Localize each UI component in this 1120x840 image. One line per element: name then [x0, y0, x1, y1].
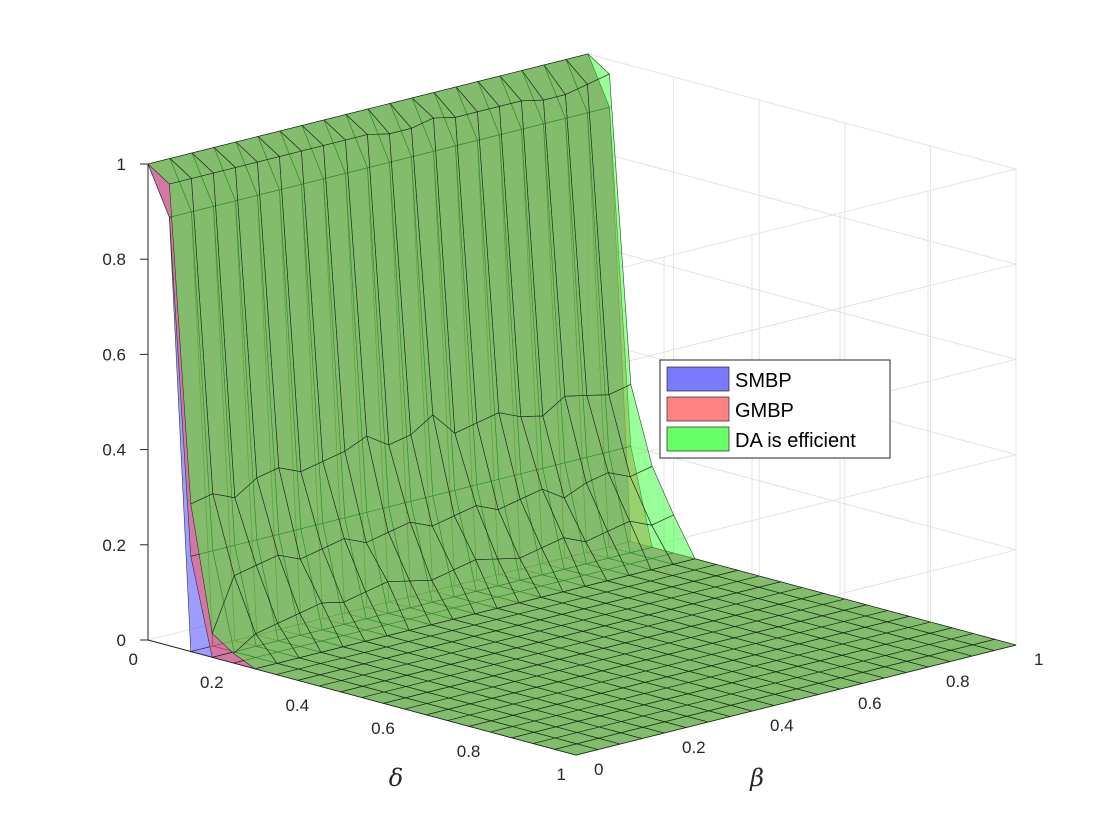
- legend-swatch-da-efficient: [666, 426, 730, 452]
- y-tick-label: 0.2: [682, 738, 706, 757]
- x-tick-label: 0: [129, 650, 138, 669]
- gridline: [587, 434, 1017, 551]
- legend: SMBP GMBP DA is efficient: [659, 359, 891, 459]
- x-axis-label: δ: [389, 764, 403, 792]
- z-tick-label: 0.2: [102, 536, 126, 555]
- y-axis-label: β: [749, 764, 764, 792]
- z-tick-label: 1: [117, 155, 126, 174]
- legend-swatch-smbp: [666, 366, 730, 392]
- z-tick-label: 0.4: [102, 441, 126, 460]
- legend-swatch-gmbp: [666, 396, 730, 422]
- y-tick-label: 1: [1034, 650, 1043, 669]
- x-tick-label: 0.6: [371, 719, 395, 738]
- x-tick-label: 0.8: [457, 742, 481, 761]
- tick-labels: 0 0.2 0.4 0.6 0.8 1 0 0.2 0.4 0.6 0.8 1 0 0.2 0.4 0.6 0.…: [102, 155, 1043, 784]
- z-tick-label: 0.8: [102, 250, 126, 269]
- legend-label-da-efficient: DA is efficient: [735, 430, 856, 452]
- y-tick-label: 0.6: [858, 694, 882, 713]
- gridline: [587, 148, 1017, 265]
- x-tick-label: 0.2: [200, 673, 224, 692]
- surface-layer: [147, 53, 1017, 756]
- legend-label-smbp: SMBP: [735, 370, 792, 392]
- z-tick-label: 0: [117, 631, 126, 650]
- x-tick-label: 0.4: [286, 696, 310, 715]
- x-tick-label: 1: [557, 765, 566, 784]
- y-tick-label: 0: [594, 760, 603, 779]
- gridline: [575, 168, 1017, 280]
- y-tick-label: 0.4: [770, 716, 794, 735]
- legend-label-gmbp: GMBP: [735, 400, 794, 422]
- z-tick-label: 0.6: [102, 345, 126, 364]
- surface-patch: [147, 158, 193, 185]
- surface-da-is-efficient: [147, 53, 1017, 756]
- gridline: [587, 243, 1017, 360]
- gridline: [587, 53, 1017, 170]
- y-tick-label: 0.8: [946, 672, 970, 691]
- gridline: [575, 263, 1017, 375]
